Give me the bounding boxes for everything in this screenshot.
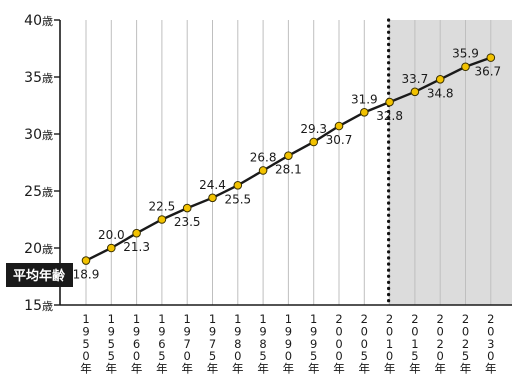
data-point bbox=[182, 203, 192, 213]
data-point bbox=[157, 215, 167, 224]
y-tick-label: 35歳 bbox=[24, 70, 53, 86]
data-label: 33.7 bbox=[402, 72, 429, 86]
data-point bbox=[258, 166, 268, 175]
data-point bbox=[435, 74, 445, 84]
y-tick-label: 25歳 bbox=[24, 184, 53, 200]
data-point bbox=[360, 108, 369, 117]
data-point bbox=[385, 97, 394, 107]
data-label: 34.8 bbox=[427, 86, 454, 100]
data-label: 28.1 bbox=[275, 163, 302, 177]
data-point bbox=[461, 62, 470, 72]
y-tick-label: 30歳 bbox=[24, 127, 53, 143]
data-label: 35.9 bbox=[452, 47, 479, 61]
data-point bbox=[410, 87, 420, 97]
data-label: 20.0 bbox=[98, 228, 125, 242]
data-label: 36.7 bbox=[474, 65, 501, 79]
data-point bbox=[81, 256, 91, 265]
data-label: 25.5 bbox=[224, 192, 251, 206]
data-point bbox=[486, 53, 496, 62]
data-label: 18.9 bbox=[73, 268, 100, 282]
data-label: 24.4 bbox=[199, 178, 226, 192]
data-label: 26.8 bbox=[250, 150, 277, 164]
y-axis-title-text: 平均年齢 bbox=[13, 268, 66, 284]
y-axis-title: 平均年齢 bbox=[6, 263, 73, 287]
y-tick-label: 40歳 bbox=[24, 13, 53, 29]
y-tick-label: 20歳 bbox=[24, 241, 53, 257]
data-label: 29.3 bbox=[300, 122, 327, 136]
y-tick-label: 15歳 bbox=[24, 298, 53, 314]
data-point bbox=[208, 193, 217, 203]
data-point bbox=[309, 137, 319, 147]
data-point bbox=[284, 151, 293, 160]
data-labels: 18.9 20.021.3 22.523.5 24.425.5 26.828.1 29.3… bbox=[73, 47, 502, 282]
y-axis-title-background bbox=[6, 263, 73, 287]
data-label: 32.8 bbox=[376, 109, 403, 123]
data-point bbox=[132, 228, 141, 238]
x-tick-labels: 1 9 5 0 年 1 9 5 5 年 1 9 6 0 年 1 9 6 5 年 1 9 7 0 年 1 9 7 5 年 1 9 8 0 年 1 9 8 5 年… bbox=[80, 312, 496, 376]
data-point bbox=[233, 181, 243, 190]
data-point bbox=[334, 121, 344, 131]
data-label: 21.3 bbox=[123, 240, 150, 254]
data-label: 31.9 bbox=[351, 92, 378, 106]
data-label: 23.5 bbox=[174, 215, 201, 229]
data-label: 30.7 bbox=[326, 133, 353, 147]
y-tick-labels: 15歳 20歳 25歳 30歳 35歳 40歳 bbox=[24, 13, 60, 314]
projection-shaded-region bbox=[388, 20, 512, 305]
data-label: 22.5 bbox=[149, 200, 176, 214]
data-points bbox=[81, 53, 496, 265]
data-point bbox=[107, 243, 116, 253]
